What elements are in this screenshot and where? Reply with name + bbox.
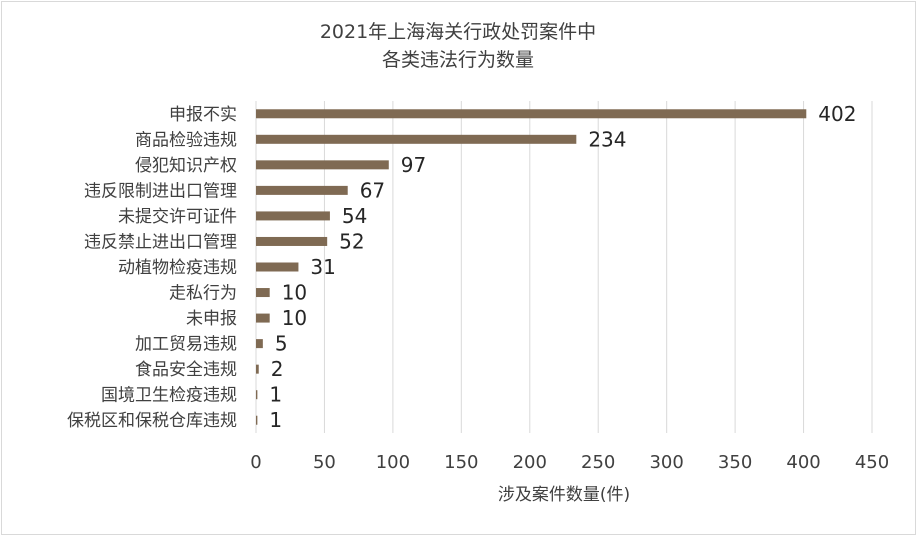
value-label: 234	[588, 127, 626, 151]
bar	[256, 313, 270, 323]
value-label: 1	[269, 383, 282, 407]
category-label: 侵犯知识产权	[135, 156, 237, 176]
bar	[256, 262, 299, 272]
chart-title: 2021年上海海关行政处罚案件中 各类违法行为数量	[320, 21, 596, 71]
value-label: 10	[282, 281, 307, 305]
bar	[256, 364, 259, 374]
value-label: 2	[271, 357, 284, 381]
category-label: 未申报	[186, 309, 237, 329]
bar	[256, 134, 577, 144]
chart-title-line-1: 2021年上海海关行政处罚案件中	[320, 21, 596, 43]
category-label: 申报不实	[169, 105, 237, 125]
x-tick-label: 350	[718, 452, 752, 473]
x-tick-label: 250	[581, 452, 615, 473]
bar	[256, 390, 258, 400]
category-label: 保税区和保税仓库违规	[67, 411, 237, 431]
bar	[256, 185, 348, 195]
category-label: 违反禁止进出口管理	[84, 232, 237, 252]
bar	[256, 236, 328, 246]
bar	[256, 109, 807, 119]
chart-title-line-2: 各类违法行为数量	[382, 49, 534, 71]
value-label: 67	[360, 178, 385, 202]
x-tick-label: 300	[649, 452, 683, 473]
value-label: 31	[310, 255, 335, 279]
x-axis-title: 涉及案件数量(件)	[498, 485, 630, 505]
bar	[256, 211, 330, 221]
x-tick-label: 200	[513, 452, 547, 473]
category-label: 国境卫生检疫违规	[101, 386, 237, 406]
value-label: 1	[269, 408, 282, 432]
value-label: 5	[275, 332, 288, 356]
x-tick-label: 100	[376, 452, 410, 473]
bars	[256, 109, 807, 425]
category-label: 动植物检疫违规	[118, 258, 237, 278]
gridlines	[255, 101, 873, 433]
x-tick-label: 0	[250, 452, 261, 473]
x-tick-label: 400	[786, 452, 820, 473]
category-label: 未提交许可证件	[118, 207, 237, 227]
x-tick-label: 150	[444, 452, 478, 473]
category-labels: 申报不实商品检验违规侵犯知识产权违反限制进出口管理未提交许可证件违反禁止进出口管…	[67, 105, 237, 431]
value-label: 97	[401, 153, 426, 177]
category-label: 走私行为	[169, 284, 237, 304]
bar	[256, 415, 258, 425]
category-label: 加工贸易违规	[135, 335, 237, 355]
x-axis-tick-labels: 0 50 100 150 200 250 300 350 400 450	[250, 452, 889, 473]
bar	[256, 288, 270, 298]
x-tick-label: 450	[855, 452, 889, 473]
value-label: 10	[282, 306, 307, 330]
category-label: 食品安全违规	[135, 360, 237, 380]
bar	[256, 339, 263, 349]
bar	[256, 160, 389, 170]
category-label: 违反限制进出口管理	[84, 181, 237, 201]
value-label: 402	[818, 102, 856, 126]
x-tick-label: 50	[313, 452, 336, 473]
value-label: 52	[339, 229, 364, 253]
value-label: 54	[342, 204, 367, 228]
category-label: 商品检验违规	[135, 130, 237, 150]
